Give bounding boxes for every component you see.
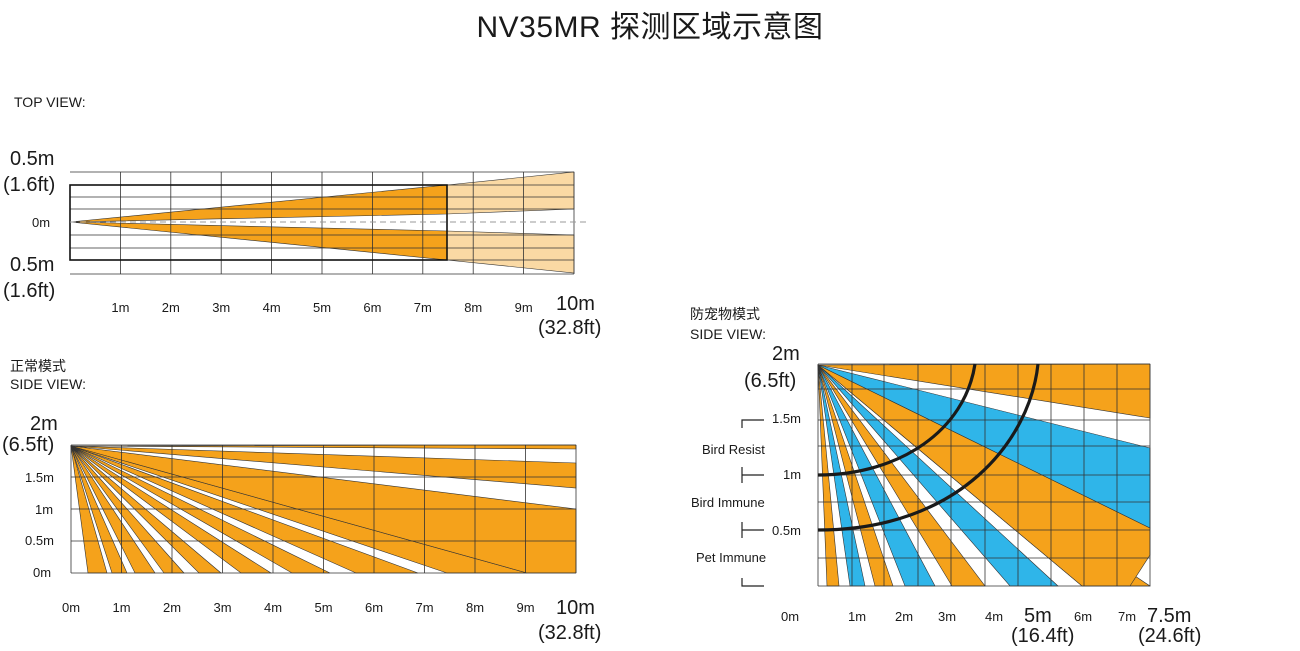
normal-end-m: 10m — [556, 597, 595, 619]
normal-side-tick-label: 9m — [516, 600, 535, 615]
normal-side-tick-label: 1m — [112, 600, 131, 615]
top-view-tick-label: 1m — [111, 300, 130, 315]
pet-boundary-curve — [817, 363, 977, 477]
normal-side-heading: SIDE VIEW: — [10, 376, 86, 392]
pet-height-bracket — [741, 578, 764, 587]
top-view-tick-label: 2m — [161, 300, 180, 315]
top-view-label-top-ft: (1.6ft) — [3, 174, 56, 196]
pet-zone-bird-immune: Bird Immune — [691, 495, 765, 510]
pet-height-bracket — [741, 467, 764, 483]
pet-zone-bird-resist: Bird Resist — [702, 442, 765, 457]
normal-mode-title: 正常模式 — [10, 358, 66, 374]
top-view-tick-label: 5m — [313, 300, 332, 315]
normal-side-diagram — [70, 444, 577, 574]
normal-side-tick-label: 2m — [163, 600, 182, 615]
pet-height-bracket — [741, 522, 764, 538]
pet-side-tick-label: 0m — [781, 609, 800, 624]
top-view-tick-label: 6m — [363, 300, 382, 315]
normal-label-top-m: 2m — [30, 413, 58, 435]
pet-zone-pet-immune: Pet Immune — [696, 550, 767, 565]
pet-label-top-ft: (6.5ft) — [744, 370, 797, 392]
normal-side-tick-label: 8m — [466, 600, 485, 615]
normal-side-tick-label: 4m — [264, 600, 283, 615]
top-view-tick-label: 4m — [262, 300, 281, 315]
pet-mode-title: 防宠物模式 — [690, 306, 760, 322]
normal-label-1-5m: 1.5m — [25, 470, 54, 485]
pet-mid-m: 5m — [1024, 605, 1052, 627]
normal-side-tick-label: 5m — [314, 600, 333, 615]
pet-side-tick-label: 6m — [1074, 609, 1093, 624]
top-view-heading: TOP VIEW: — [14, 94, 86, 110]
top-view-label-top-m: 0.5m — [10, 148, 55, 170]
top-view-label-bottom-m: 0.5m — [10, 254, 55, 276]
pet-side-tick-label: 3m — [938, 609, 957, 624]
pet-mid-ft: (16.4ft) — [1011, 625, 1075, 647]
top-view-tick-label: 9m — [514, 300, 533, 315]
pet-label-0-5m: 0.5m — [772, 523, 801, 538]
page-title: NV35MR 探测区域示意图 — [476, 11, 824, 44]
top-view-label-bottom-ft: (1.6ft) — [3, 280, 56, 302]
pet-end-ft: (24.6ft) — [1138, 625, 1202, 647]
normal-label-0-5m: 0.5m — [25, 533, 54, 548]
top-view-beam-tail — [446, 171, 575, 215]
pet-label-1m: 1m — [783, 467, 802, 482]
top-view-end-ft: (32.8ft) — [538, 317, 602, 339]
normal-label-top-ft: (6.5ft) — [2, 434, 55, 456]
top-view-diagram — [69, 171, 588, 275]
normal-label-1m: 1m — [35, 502, 54, 517]
normal-side-tick-label: 6m — [365, 600, 384, 615]
pet-label-1-5m: 1.5m — [772, 411, 801, 426]
normal-side-tick-label: 7m — [415, 600, 434, 615]
top-view-end-m: 10m — [556, 293, 595, 315]
top-view-tick-label: 7m — [413, 300, 432, 315]
normal-side-tick-label: 0m — [62, 600, 81, 615]
pet-side-diagram — [741, 363, 1151, 587]
normal-label-0m: 0m — [33, 565, 52, 580]
normal-end-ft: (32.8ft) — [538, 622, 602, 644]
pet-side-tick-label: 1m — [848, 609, 867, 624]
top-view-beam-tail — [446, 230, 575, 274]
top-view-tick-label: 8m — [464, 300, 483, 315]
pet-height-bracket — [741, 419, 764, 428]
pet-label-top-m: 2m — [772, 343, 800, 365]
pet-side-tick-label: 7m — [1118, 609, 1137, 624]
pet-side-tick-label: 2m — [895, 609, 914, 624]
normal-beam — [70, 445, 108, 574]
top-view-beam — [69, 221, 448, 261]
pet-side-heading: SIDE VIEW: — [690, 326, 766, 342]
top-view-beam — [69, 184, 448, 223]
normal-side-tick-label: 3m — [213, 600, 232, 615]
top-view-label-center: 0m — [32, 215, 51, 230]
pet-side-tick-label: 4m — [985, 609, 1004, 624]
top-view-tick-label: 3m — [212, 300, 231, 315]
pet-boundary-curve — [817, 363, 1040, 532]
pet-end-m: 7.5m — [1147, 605, 1192, 627]
